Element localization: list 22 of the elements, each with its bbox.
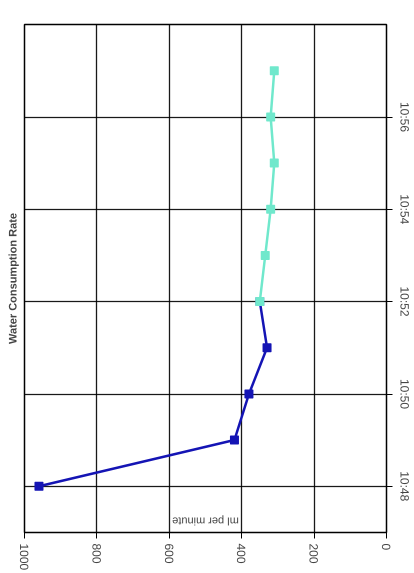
point [230,435,239,444]
point [270,158,279,168]
x-axis-title: ml per minute [172,514,239,526]
y-tick-label: 10:50 [398,378,412,410]
x-tick-label: 600 [162,544,176,564]
point [270,66,279,76]
y-tick-label: 10:54 [398,194,412,225]
y-tick-label: 10:48 [398,471,412,502]
point [260,251,270,260]
text: Water Consumption Rate [8,212,20,344]
point [244,390,254,399]
x-tick-label: 400 [234,544,248,564]
x-tick-label: 1000 [17,544,31,571]
point [266,204,276,214]
x-tick-label: 200 [306,544,321,564]
y-tick-label: 10:56 [398,102,412,132]
x-tick-label: 0 [379,544,393,550]
y-tick-label: 10:52 [398,286,412,317]
point [34,482,44,491]
point [262,343,272,352]
x-tick-label: 800 [89,544,104,564]
point [266,112,276,122]
